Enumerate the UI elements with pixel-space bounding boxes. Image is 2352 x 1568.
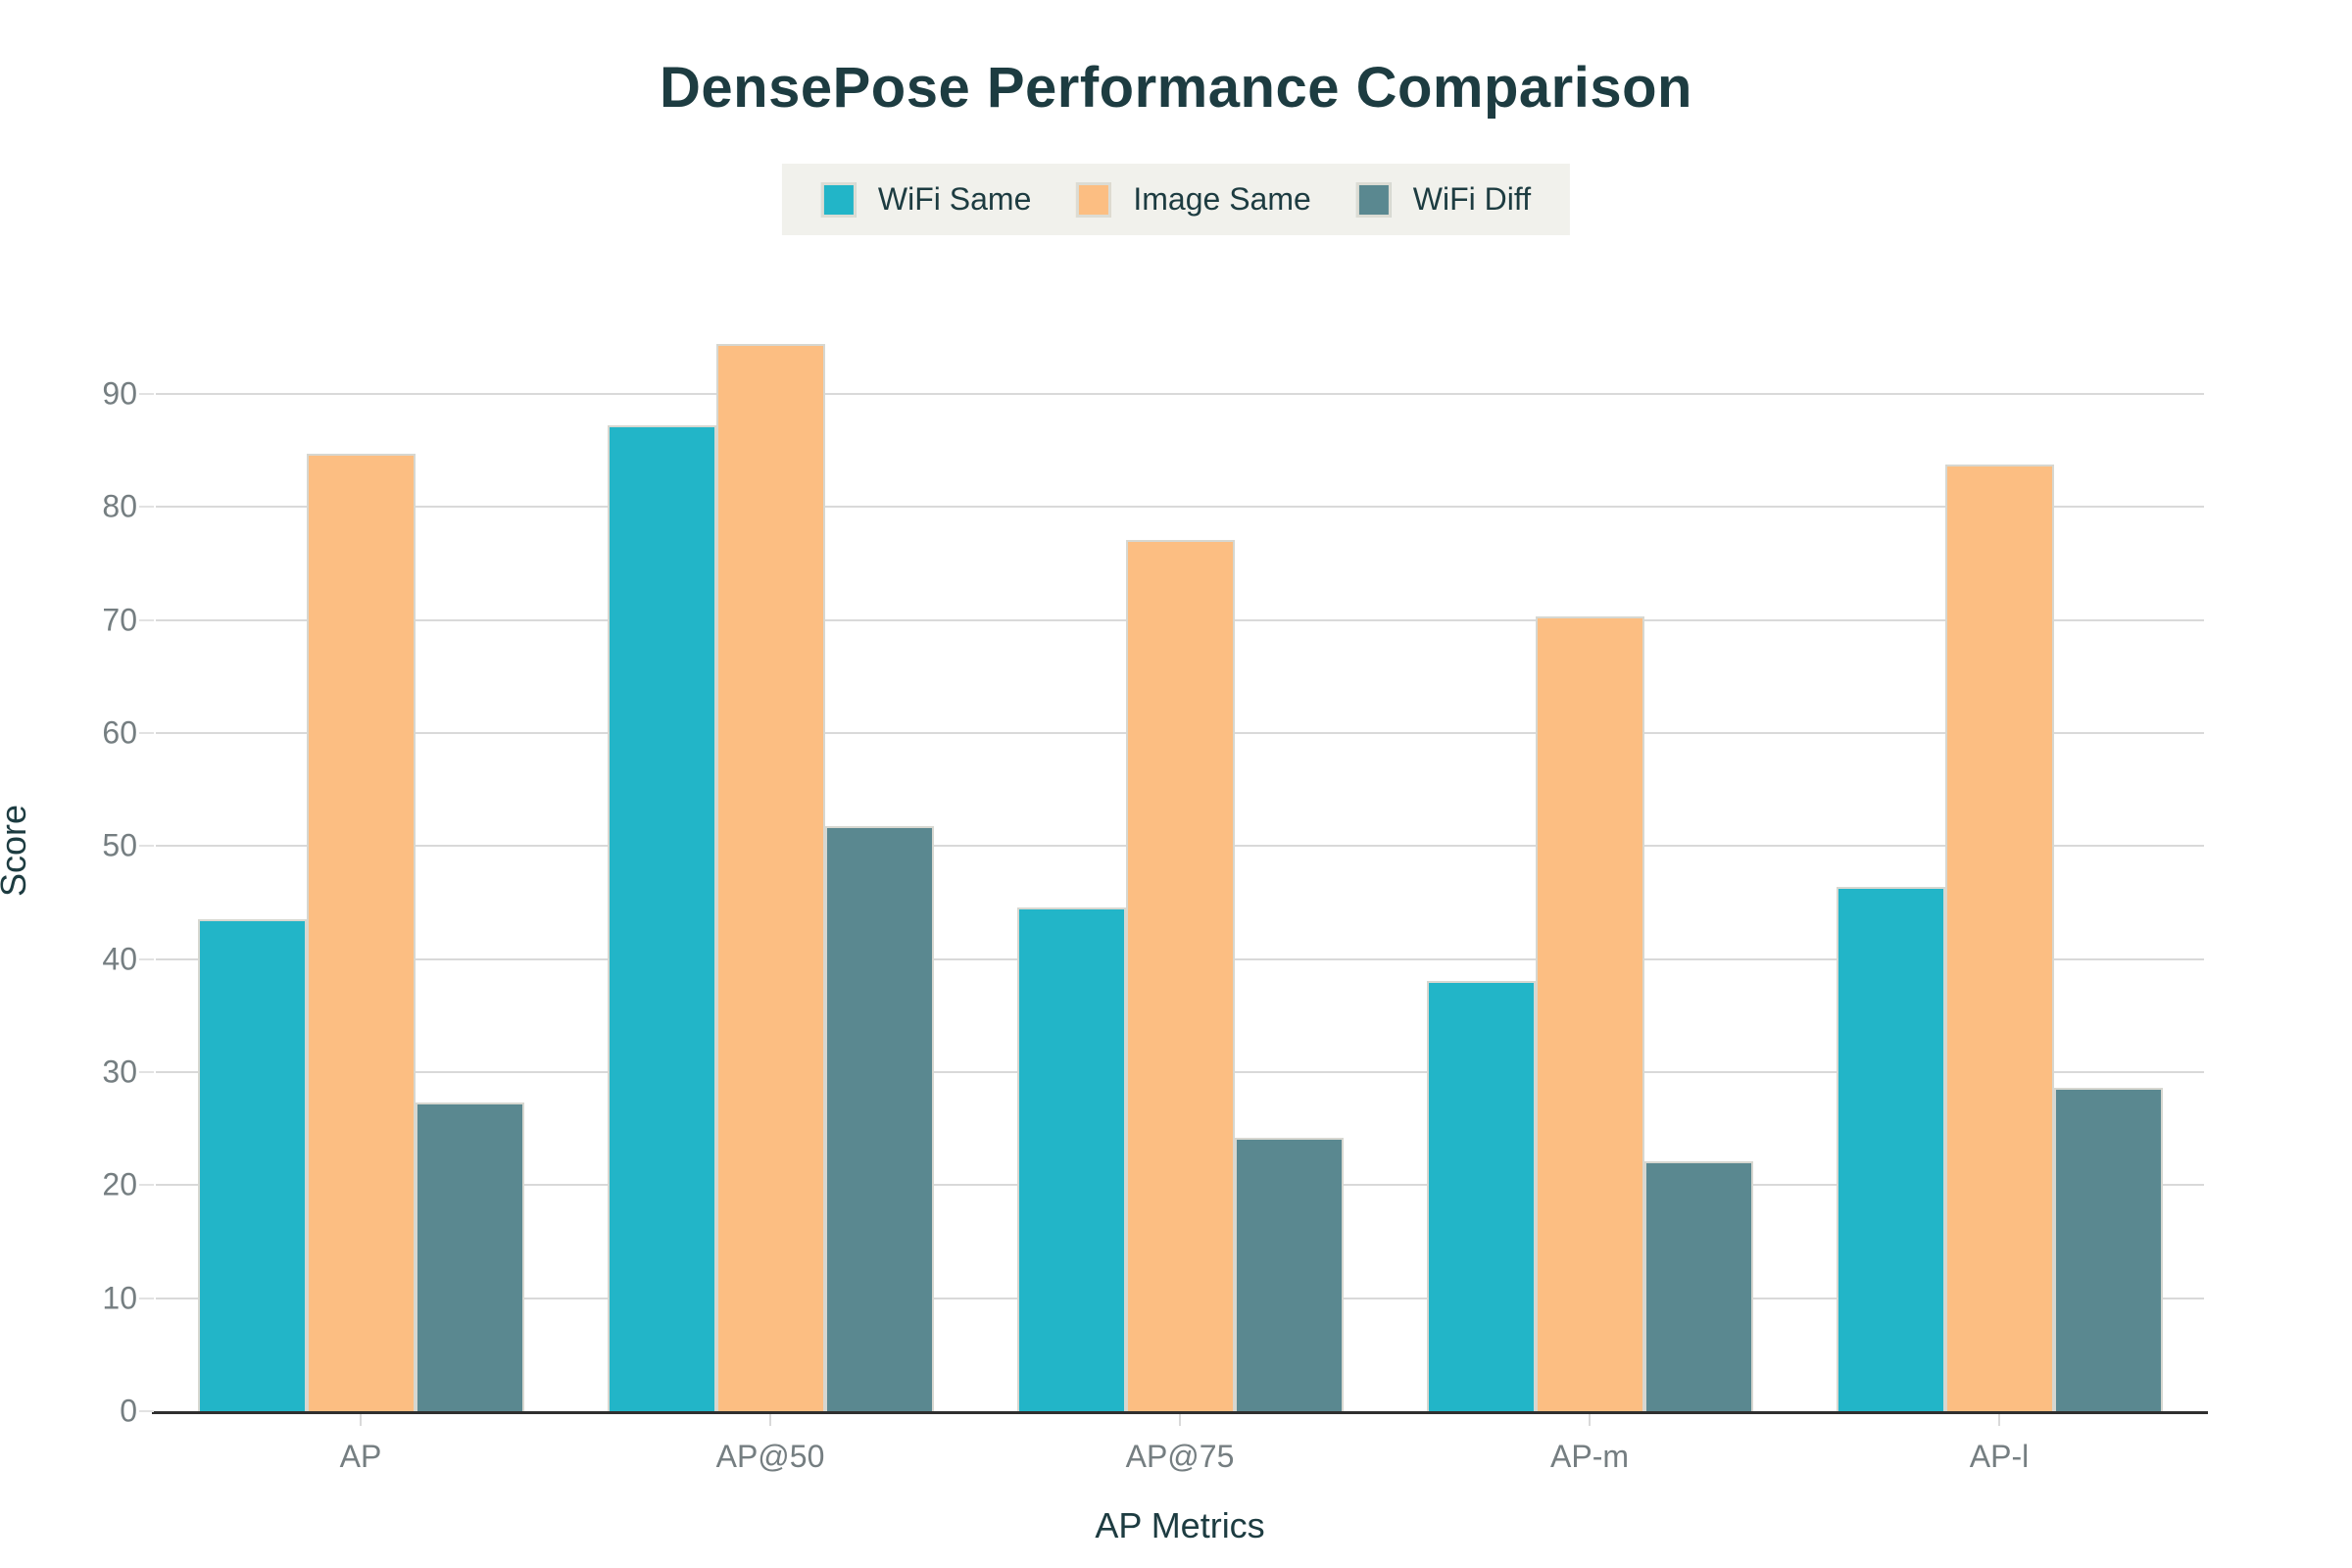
y-tick-label-80: 80 — [102, 488, 137, 524]
y-tick-label-20: 20 — [102, 1166, 137, 1202]
x-tick-label-ap: AP — [339, 1439, 382, 1474]
y-tick-label-10: 10 — [102, 1280, 137, 1316]
y-tick-mark — [139, 506, 154, 509]
x-tick-label-ap-50: AP@50 — [715, 1439, 825, 1474]
bar-wifi-same-ap-50 — [607, 425, 716, 1411]
legend: WiFi Same Image Same WiFi Diff — [781, 164, 1571, 235]
x-axis-line — [152, 1411, 2208, 1414]
bar-group-ap-m — [1385, 290, 1794, 1411]
bar-wifi-same-ap-m — [1426, 980, 1536, 1411]
y-tick-mark — [139, 618, 154, 621]
x-tick-mark — [1998, 1414, 2000, 1426]
legend-item-image-same: Image Same — [1076, 181, 1311, 218]
legend-swatch-icon — [820, 181, 857, 218]
x-axis-title: AP Metrics — [1095, 1505, 1265, 1545]
gridline-y-80 — [156, 506, 2204, 509]
y-tick-label-30: 30 — [102, 1054, 137, 1090]
y-tick-label-90: 90 — [102, 375, 137, 412]
bar-image-same-ap-75 — [1125, 539, 1235, 1411]
bar-image-same-ap-m — [1535, 616, 1644, 1411]
bar-wifi-diff-ap-m — [1643, 1161, 1753, 1411]
y-tick-label-40: 40 — [102, 941, 137, 977]
bar-wifi-same-ap — [197, 919, 307, 1411]
y-tick-mark — [139, 732, 154, 735]
bar-wifi-diff-ap — [415, 1102, 524, 1411]
x-tick-mark — [1179, 1414, 1181, 1426]
x-tick-mark — [769, 1414, 771, 1426]
bar-group-ap-75 — [975, 290, 1385, 1411]
chart-title: DensePose Performance Comparison — [660, 56, 1692, 120]
y-tick-label-70: 70 — [102, 602, 137, 638]
gridline-y-90 — [156, 393, 2204, 396]
legend-label: WiFi Same — [877, 181, 1032, 217]
bar-image-same-ap-50 — [715, 344, 825, 1411]
bar-image-same-ap — [306, 454, 416, 1411]
y-tick-mark — [139, 393, 154, 396]
y-tick-label-50: 50 — [102, 827, 137, 863]
y-tick-mark — [139, 1410, 154, 1412]
bar-wifi-diff-ap-l — [2053, 1088, 2163, 1411]
plot-area: 0 10 20 30 40 50 60 70 80 90 AP AP@50 AP@75 AP-m AP-l — [102, 290, 2208, 1474]
bar-wifi-same-ap-l — [1836, 886, 1945, 1411]
bar-group-ap — [156, 290, 565, 1411]
bar-wifi-same-ap-75 — [1016, 906, 1126, 1411]
legend-swatch-icon — [1355, 181, 1392, 218]
legend-item-wifi-diff: WiFi Diff — [1355, 181, 1532, 218]
x-tick-mark — [360, 1414, 362, 1426]
x-tick-label-ap-l: AP-l — [1969, 1439, 2030, 1474]
bar-group-ap-50 — [565, 290, 975, 1411]
y-tick-mark — [139, 1297, 154, 1299]
legend-label: WiFi Diff — [1412, 181, 1532, 217]
y-tick-mark — [139, 845, 154, 848]
bar-image-same-ap-l — [1944, 464, 2054, 1411]
y-tick-label-60: 60 — [102, 714, 137, 751]
y-tick-mark — [139, 957, 154, 960]
y-tick-mark — [139, 1184, 154, 1187]
bar-wifi-diff-ap-75 — [1234, 1137, 1344, 1411]
legend-item-wifi-same: WiFi Same — [820, 181, 1032, 218]
legend-swatch-icon — [1076, 181, 1112, 218]
bar-wifi-diff-ap-50 — [824, 825, 934, 1411]
bar-group-ap-l — [1794, 290, 2204, 1411]
legend-label: Image Same — [1133, 181, 1311, 217]
x-tick-label-ap-m: AP-m — [1550, 1439, 1629, 1474]
x-tick-mark — [1589, 1414, 1591, 1426]
y-tick-mark — [139, 1071, 154, 1074]
y-tick-label-0: 0 — [120, 1393, 137, 1429]
x-tick-label-ap-75: AP@75 — [1125, 1439, 1235, 1474]
